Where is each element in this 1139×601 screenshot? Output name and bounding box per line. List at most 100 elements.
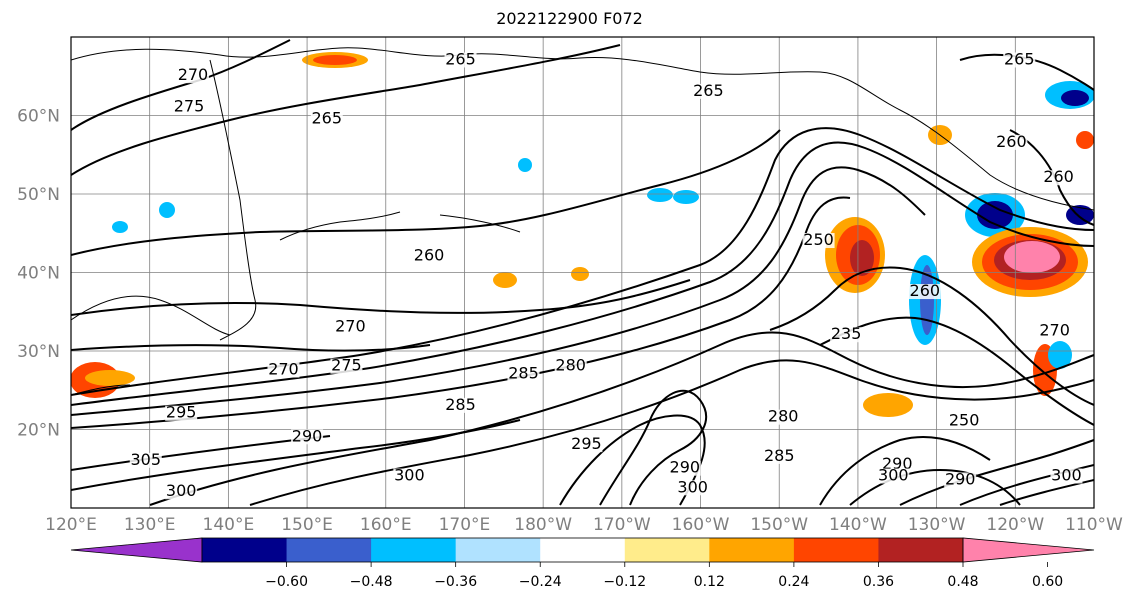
contour-label-bg [1050, 468, 1083, 484]
contour-label-bg [802, 233, 835, 249]
colorbar-tick-label: 0.48 [947, 574, 978, 590]
lat-tick-label: 60°N [17, 107, 60, 127]
contour-label: 265 [693, 81, 724, 100]
lon-tick-label: 170°W [593, 515, 651, 535]
contour-label: 265 [1004, 49, 1035, 68]
axis-ticks: 120°E 130°E 140°E 150°E 160°E 170°E 180°W 170°W… [17, 107, 1123, 536]
contour-label: 275 [331, 356, 362, 375]
contour-label-bg [1038, 323, 1071, 339]
colorbar-tick-label: 0.24 [778, 574, 809, 590]
contour-label-bg [908, 284, 941, 300]
contour-label: 265 [445, 49, 476, 68]
contour-label-bg [554, 358, 587, 374]
lon-tick-label: 140°W [829, 515, 887, 535]
map-frame [70, 36, 1095, 509]
lon-tick-label: 110°W [1065, 515, 1123, 535]
lon-tick-label: 170°E [439, 515, 491, 535]
colorbar-swatch [793, 538, 879, 562]
contour-label: 305 [130, 450, 161, 469]
lon-tick-label: 150°W [750, 515, 808, 535]
colorbar-tick-label: 0.36 [863, 574, 894, 590]
contour-label: 300 [394, 466, 425, 485]
lat-tick-label: 30°N [17, 342, 60, 362]
colorbar-swatch [540, 538, 626, 562]
contour-label-bg [1042, 170, 1075, 186]
lon-tick-label: 130°E [124, 515, 176, 535]
contour-label: 290 [882, 454, 913, 473]
contour-label: 250 [949, 411, 980, 430]
contour-label: 300 [1051, 466, 1082, 485]
contour-label-bg [881, 456, 914, 472]
colorbar-tick-label: 0.12 [694, 574, 725, 590]
shaded-field [71, 52, 1094, 417]
lat-tick-label: 20°N [17, 421, 60, 441]
lon-tick-label: 120°E [45, 515, 97, 535]
contour-label: 280 [555, 356, 586, 375]
colorbar-tick-label: −0.24 [519, 574, 562, 590]
contour-label: 270 [178, 65, 209, 84]
contour-label-bg [165, 484, 198, 500]
contour-label-bg [173, 99, 206, 115]
lon-tick-label: 120°W [986, 515, 1044, 535]
contour-label: 300 [677, 477, 708, 496]
contour-label: 285 [764, 446, 795, 465]
contour-label-bg [570, 437, 603, 453]
contour-label: 250 [803, 230, 834, 249]
lon-tick-label: 160°W [672, 515, 730, 535]
contour-label-bg [444, 52, 477, 68]
colorbar-tick-label: −0.60 [265, 574, 308, 590]
contour-label: 285 [508, 363, 539, 382]
contour-label-bg [763, 448, 796, 464]
contour-label-bg [129, 452, 162, 468]
contour-label-bg [330, 358, 363, 374]
contour-label-bg [507, 366, 540, 382]
colorbar-swatch [709, 538, 795, 562]
lon-tick-label: 180°W [514, 515, 572, 535]
contour-label-bg [1003, 52, 1036, 68]
contour-label: 235 [831, 324, 862, 343]
contour-label: 295 [166, 403, 197, 422]
lon-tick-label: 140°E [203, 515, 255, 535]
colorbar-tick-label: 0.60 [1032, 574, 1063, 590]
contour-label: 290 [945, 469, 976, 488]
colorbar-swatch [286, 538, 372, 562]
contour-label: 270 [1039, 320, 1070, 339]
contour-label: 280 [768, 407, 799, 426]
contour-label-bg [444, 397, 477, 413]
contour-label: 270 [268, 360, 299, 379]
contour-label: 260 [414, 246, 445, 265]
contour-label: 300 [878, 466, 909, 485]
colorbar-swatch [371, 538, 457, 562]
contour-label-bg [995, 134, 1028, 150]
contour-label-bg [334, 319, 367, 335]
contour-label-bg [393, 468, 426, 484]
coastlines [71, 47, 1094, 396]
colorbar-swatch [878, 538, 964, 562]
contour-label-bg [668, 460, 701, 476]
colorbar-frame [201, 537, 964, 563]
contour-label: 260 [1043, 167, 1074, 186]
contour-label-bg [692, 83, 725, 99]
colorbar-tick-label: −0.12 [603, 574, 646, 590]
contour-label-bg [830, 327, 863, 343]
contour-label: 285 [445, 395, 476, 414]
colorbar-swatch [624, 538, 710, 562]
contour-label-bg [948, 413, 981, 429]
colorbar-swatch [202, 538, 288, 562]
contour-label-bg [877, 468, 910, 484]
colorbar-tick-label: −0.36 [434, 574, 477, 590]
contour-label: 270 [335, 316, 366, 335]
map-title: 2022122900 F072 [496, 9, 643, 28]
contour-label-bg [176, 68, 209, 84]
contour-label: 275 [174, 97, 205, 116]
contour-label-bg [944, 472, 977, 488]
contour-label: 260 [996, 132, 1027, 151]
contour-label: 290 [292, 426, 323, 445]
colorbar: −0.60 −0.48 −0.36 −0.24 −0.12 0.12 0.24 0.36 0.4… [70, 537, 1095, 590]
contour-label: 300 [166, 481, 197, 500]
contour-labels: 270 275 265 265 265 265 260 260 260 250 260 235 270 2… [129, 49, 1083, 500]
contour-label-bg [267, 362, 300, 378]
contour-label-bg [291, 429, 324, 445]
contour-label: 295 [571, 434, 602, 453]
